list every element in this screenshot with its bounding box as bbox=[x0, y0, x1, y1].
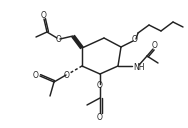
Text: O: O bbox=[132, 35, 138, 45]
Text: O: O bbox=[64, 71, 70, 79]
Text: O: O bbox=[41, 10, 47, 19]
Text: O: O bbox=[33, 71, 39, 79]
Text: O: O bbox=[97, 113, 103, 121]
Text: O: O bbox=[97, 81, 103, 89]
Text: O: O bbox=[152, 41, 158, 51]
Text: NH: NH bbox=[133, 62, 145, 72]
Text: O: O bbox=[56, 35, 62, 45]
